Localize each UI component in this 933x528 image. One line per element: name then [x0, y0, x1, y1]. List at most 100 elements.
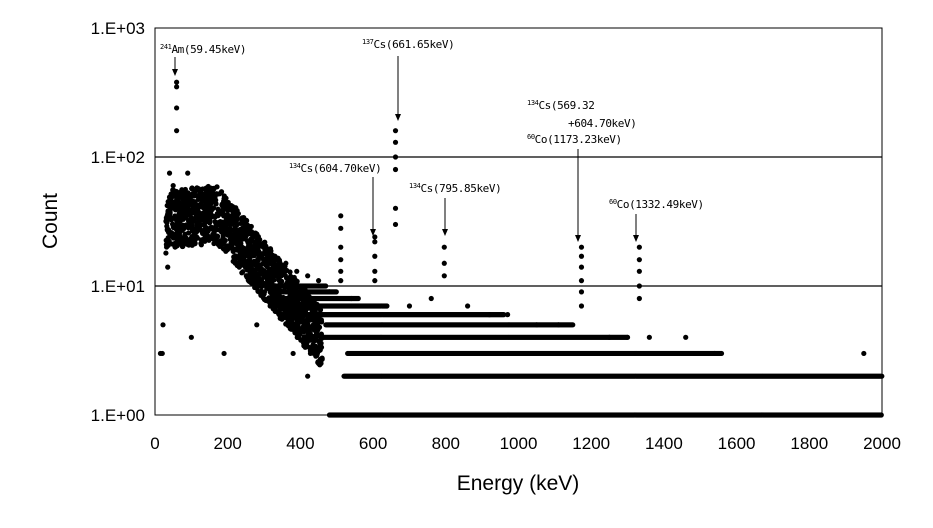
data-point: [173, 188, 180, 195]
arrow-head: [395, 114, 401, 121]
data-point: [210, 205, 217, 211]
data-point: [298, 337, 304, 343]
data-point: [879, 373, 885, 379]
peak-label: 134Cs(795.85keV): [409, 182, 501, 195]
data-point: [311, 318, 317, 324]
y-tick-label: 1.E+03: [91, 19, 145, 38]
data-point: [276, 277, 282, 283]
peak-label-text: Cs(795.85keV): [420, 182, 501, 195]
data-point: [241, 221, 247, 227]
data-point: [185, 190, 191, 196]
data-point: [175, 203, 182, 209]
y-axis-title: Count: [39, 193, 62, 249]
data-point: [159, 350, 165, 357]
data-point: [260, 256, 266, 262]
data-point: [244, 238, 251, 244]
data-point: [180, 214, 187, 220]
data-point: [294, 319, 300, 325]
data-point: [312, 302, 319, 308]
data-point: [504, 312, 511, 318]
data-point: [280, 299, 287, 305]
data-point: [189, 222, 195, 228]
x-tick-label: 1600: [718, 434, 756, 453]
data-point: [205, 235, 211, 241]
data-point: [169, 201, 175, 207]
arrow-head: [575, 235, 581, 242]
data-point: [195, 205, 201, 211]
data-point: [290, 350, 296, 357]
data-point: [268, 297, 274, 303]
data-point: [197, 225, 203, 231]
data-point: [294, 268, 300, 274]
data-point: [254, 247, 260, 253]
data-point: [289, 322, 295, 328]
data-point: [175, 232, 181, 238]
data-point: [861, 350, 867, 357]
data-point: [355, 295, 361, 302]
data-point: [215, 206, 221, 212]
data-point: [173, 222, 179, 228]
data-point: [372, 234, 378, 240]
data-point: [237, 227, 243, 233]
peak-label: 241Am(59.45keV): [160, 43, 246, 56]
data-point: [175, 218, 181, 224]
data-point: [264, 264, 270, 270]
data-point: [239, 215, 245, 221]
data-point: [208, 185, 214, 191]
data-point: [299, 325, 305, 332]
data-point: [297, 331, 303, 337]
data-point: [372, 239, 378, 245]
x-tick-label: 0: [150, 434, 159, 453]
data-point: [270, 276, 276, 282]
data-point: [189, 186, 195, 192]
data-point: [233, 236, 240, 242]
data-point: [296, 300, 302, 306]
data-point: [636, 268, 642, 274]
data-point: [268, 248, 274, 254]
data-point: [318, 344, 325, 350]
data-point: [252, 230, 259, 236]
data-point: [185, 170, 191, 176]
data-point: [276, 257, 283, 263]
data-point: [338, 268, 344, 274]
data-point: [239, 270, 245, 276]
data-point: [372, 268, 378, 274]
data-point: [174, 105, 180, 111]
data-point: [261, 291, 267, 297]
data-point: [392, 205, 399, 211]
data-point: [333, 289, 339, 295]
data-point: [284, 280, 291, 287]
data-point: [281, 267, 287, 273]
data-point: [309, 337, 315, 343]
data-point: [293, 328, 299, 334]
data-point: [251, 252, 258, 259]
x-axis-ticks: 0 200 400 600 800 1000 1200 1400 1600 1800 2000: [150, 434, 901, 453]
isotope-mass-number: 134: [289, 162, 301, 170]
data-point: [304, 336, 310, 343]
peak-label: 137Cs(661.65keV): [362, 38, 454, 51]
data-point: [683, 334, 689, 340]
arrow-head: [370, 229, 376, 236]
data-point: [207, 202, 213, 208]
data-point: [392, 139, 399, 145]
data-point: [338, 225, 344, 231]
data-point: [179, 243, 186, 250]
data-point: [183, 222, 189, 228]
data-point: [219, 209, 226, 215]
data-point: [338, 244, 344, 250]
peak-label-text: Cs(569.32: [538, 99, 594, 112]
data-point: [338, 213, 344, 219]
x-tick-label: 400: [286, 434, 314, 453]
x-tick-label: 1400: [645, 434, 683, 453]
data-point: [189, 198, 195, 204]
data-point: [624, 334, 630, 340]
data-point: [207, 211, 213, 217]
data-point: [198, 237, 204, 243]
data-point: [298, 291, 304, 298]
peak-label: 60Co(1332.49keV): [609, 198, 704, 211]
data-point: [169, 192, 175, 198]
data-point: [288, 274, 294, 280]
data-point: [169, 230, 175, 236]
data-point: [384, 303, 390, 309]
data-point: [253, 276, 259, 282]
